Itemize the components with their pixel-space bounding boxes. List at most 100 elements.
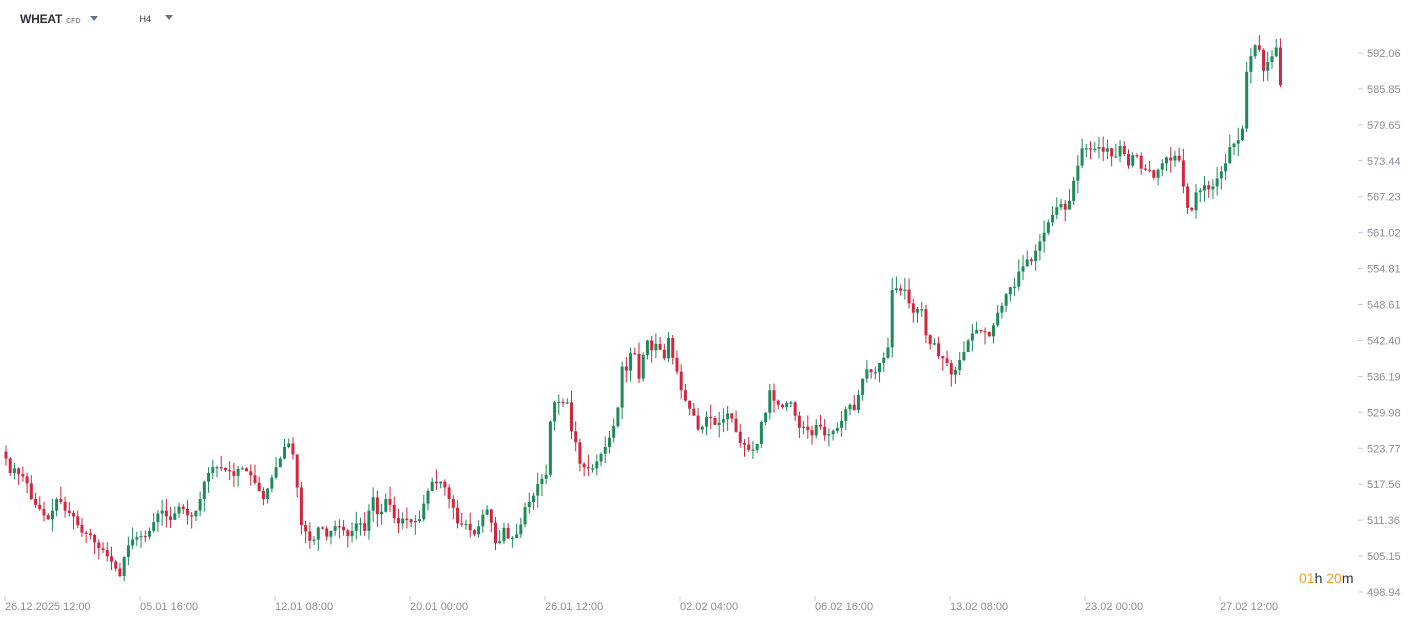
candle-bullish[interactable] xyxy=(177,506,181,514)
candle-bullish[interactable] xyxy=(886,347,890,358)
candle-bullish[interactable] xyxy=(1211,186,1215,190)
candle-bearish[interactable] xyxy=(451,499,455,508)
candle-bearish[interactable] xyxy=(1101,147,1105,152)
candle-bullish[interactable] xyxy=(523,507,527,525)
candle-bullish[interactable] xyxy=(1245,71,1249,129)
candle-bullish[interactable] xyxy=(122,556,126,577)
candle-bearish[interactable] xyxy=(409,519,413,523)
candle-bearish[interactable] xyxy=(983,331,987,333)
candle-bullish[interactable] xyxy=(401,518,405,524)
candle-bullish[interactable] xyxy=(55,499,59,511)
candle-bullish[interactable] xyxy=(629,353,633,371)
candle-bearish[interactable] xyxy=(924,309,928,336)
candle-bullish[interactable] xyxy=(173,513,177,520)
candle-bullish[interactable] xyxy=(1165,157,1168,164)
candle-bullish[interactable] xyxy=(603,446,607,454)
candle-bearish[interactable] xyxy=(1262,49,1266,71)
candle-bullish[interactable] xyxy=(312,539,316,541)
candle-bullish[interactable] xyxy=(540,478,544,484)
candle-bearish[interactable] xyxy=(818,424,822,427)
candle-bullish[interactable] xyxy=(426,490,430,504)
candle-bullish[interactable] xyxy=(413,521,417,523)
candle-bearish[interactable] xyxy=(456,507,460,524)
candle-bullish[interactable] xyxy=(751,449,755,452)
candle-bullish[interactable] xyxy=(903,289,907,291)
candle-bearish[interactable] xyxy=(1089,148,1093,150)
candle-bearish[interactable] xyxy=(34,499,38,505)
candle-bullish[interactable] xyxy=(1131,155,1135,166)
candle-bearish[interactable] xyxy=(67,510,71,513)
candle-bullish[interactable] xyxy=(371,497,375,511)
candle-bearish[interactable] xyxy=(443,481,447,488)
candle-bullish[interactable] xyxy=(1067,200,1071,210)
candle-bearish[interactable] xyxy=(190,515,194,517)
candle-bullish[interactable] xyxy=(544,474,548,479)
candle-bullish[interactable] xyxy=(384,499,388,512)
candle-bullish[interactable] xyxy=(890,290,894,348)
candle-bullish[interactable] xyxy=(958,360,962,370)
candle-bearish[interactable] xyxy=(80,525,84,533)
candle-bearish[interactable] xyxy=(164,510,168,517)
candle-bullish[interactable] xyxy=(1228,147,1232,164)
candle-bullish[interactable] xyxy=(126,545,130,557)
candle-bullish[interactable] xyxy=(1093,148,1097,151)
candle-bullish[interactable] xyxy=(726,413,730,420)
candle-bearish[interactable] xyxy=(1278,47,1282,86)
candle-bullish[interactable] xyxy=(966,340,970,353)
candle-bullish[interactable] xyxy=(1097,147,1101,149)
candle-bearish[interactable] xyxy=(88,533,92,535)
candle-bearish[interactable] xyxy=(772,390,776,401)
candle-bearish[interactable] xyxy=(21,474,25,477)
candle-bearish[interactable] xyxy=(181,506,185,509)
candle-bullish[interactable] xyxy=(316,527,320,540)
candle-bullish[interactable] xyxy=(1051,214,1055,223)
candle-bearish[interactable] xyxy=(325,528,329,537)
candle-bullish[interactable] xyxy=(1021,266,1025,272)
candle-bearish[interactable] xyxy=(308,531,312,541)
candle-bullish[interactable] xyxy=(418,519,422,522)
candle-bearish[interactable] xyxy=(658,343,662,350)
candle-bullish[interactable] xyxy=(916,309,920,313)
candle-bullish[interactable] xyxy=(667,338,671,359)
candle-bullish[interactable] xyxy=(1017,271,1021,287)
candle-bearish[interactable] xyxy=(143,536,147,538)
candle-bearish[interactable] xyxy=(949,363,953,375)
candle-bearish[interactable] xyxy=(743,442,746,445)
candle-bearish[interactable] xyxy=(388,499,392,505)
candle-bearish[interactable] xyxy=(468,523,472,531)
candle-bullish[interactable] xyxy=(1198,190,1202,193)
candle-bearish[interactable] xyxy=(434,481,438,484)
candle-bearish[interactable] xyxy=(582,463,586,468)
candle-bearish[interactable] xyxy=(1110,148,1114,157)
candle-bullish[interactable] xyxy=(1232,143,1236,148)
candle-bearish[interactable] xyxy=(662,349,666,359)
candle-bullish[interactable] xyxy=(717,422,721,425)
candle-bullish[interactable] xyxy=(1084,148,1088,150)
candle-bearish[interactable] xyxy=(489,509,493,523)
candle-bullish[interactable] xyxy=(1173,155,1177,161)
candle-bearish[interactable] xyxy=(304,525,308,532)
candle-bearish[interactable] xyxy=(105,549,109,557)
candle-bullish[interactable] xyxy=(894,288,898,291)
candle-bullish[interactable] xyxy=(12,468,16,473)
candle-bullish[interactable] xyxy=(1253,45,1257,57)
candle-bearish[interactable] xyxy=(8,458,12,473)
candle-bullish[interactable] xyxy=(481,514,485,527)
candle-bullish[interactable] xyxy=(519,524,523,535)
candle-bearish[interactable] xyxy=(747,444,751,450)
candle-bearish[interactable] xyxy=(810,430,814,436)
candle-bullish[interactable] xyxy=(607,437,611,447)
candle-bearish[interactable] xyxy=(261,490,265,500)
candle-bullish[interactable] xyxy=(477,526,481,535)
candle-bearish[interactable] xyxy=(295,454,299,488)
candle-bullish[interactable] xyxy=(1160,163,1164,170)
candle-bullish[interactable] xyxy=(485,509,489,515)
candle-bearish[interactable] xyxy=(987,331,991,337)
candle-bullish[interactable] xyxy=(1240,128,1244,141)
candle-bearish[interactable] xyxy=(852,404,856,410)
candle-bullish[interactable] xyxy=(1202,185,1206,191)
candle-bearish[interactable] xyxy=(118,568,122,577)
candle-bullish[interactable] xyxy=(1076,165,1080,181)
candle-bearish[interactable] xyxy=(734,418,738,432)
candle-bearish[interactable] xyxy=(346,530,350,537)
